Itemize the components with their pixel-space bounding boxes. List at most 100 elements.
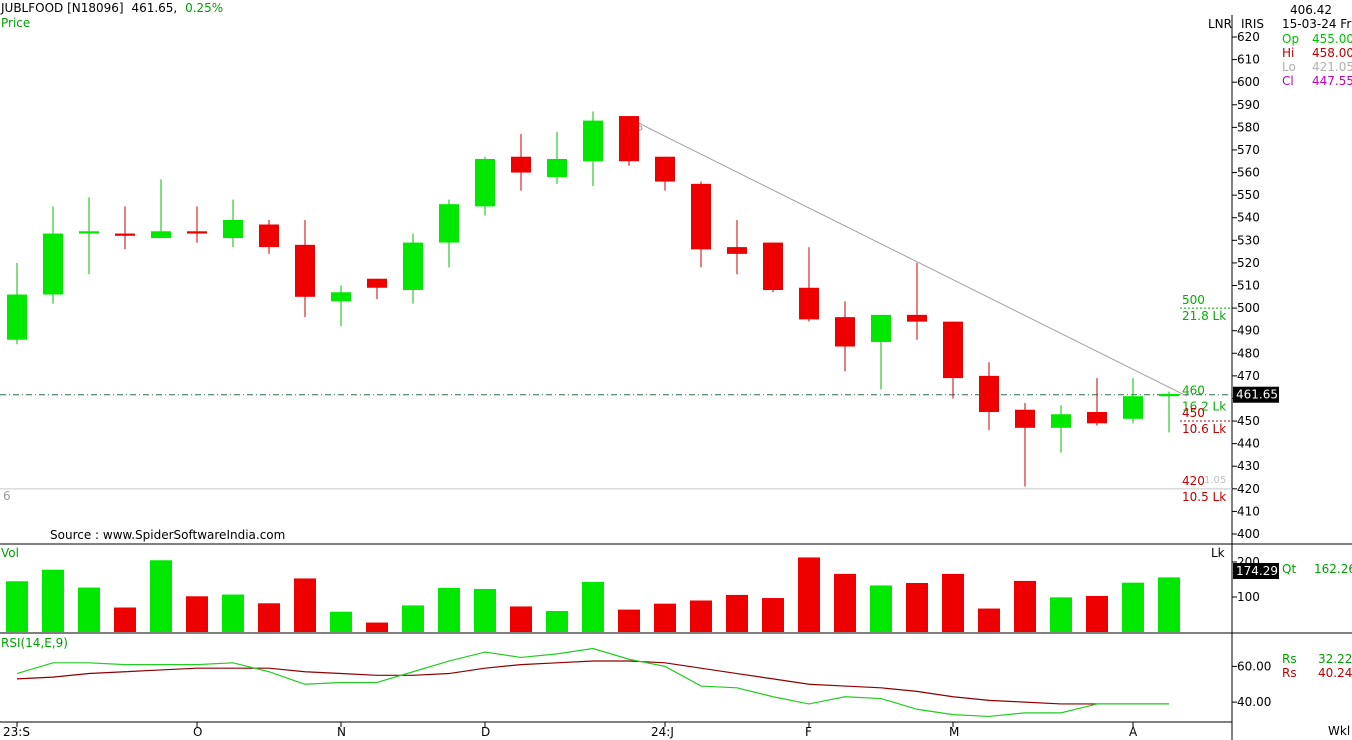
volume-bar [870,585,892,632]
candle-body [295,244,315,297]
volume-current-badge [1233,562,1279,579]
rsi-value: 32.22 [1318,652,1352,666]
level-price-label: 500 [1182,293,1205,307]
level-volume-label: 10.5 Lk [1182,490,1226,504]
price-tick-label: 550 [1237,188,1260,202]
volume-bar [222,594,244,632]
price-tick-label: 470 [1237,369,1260,383]
volume-bar [42,569,64,632]
volume-bar [690,600,712,632]
candle-body [691,183,711,250]
rsi-signal-line [16,660,1169,705]
rsi-tick-label: 60.00 [1237,659,1271,673]
last-price: 461.65, [131,1,178,15]
date-label: 15-03-24 Fri [1282,17,1352,31]
high-value: 458.00 [1312,46,1352,60]
candle-body [475,158,495,207]
volume-bar [294,578,316,632]
trendline-marker: 5 [637,122,643,133]
candle-body [1123,396,1143,419]
time-axis-label: F [805,725,812,739]
candle-body [799,287,819,320]
candle-body [763,242,783,291]
volume-bar [78,587,100,632]
candle-body [79,231,99,234]
time-axis-label: A [1129,725,1138,739]
price-tick-label: 500 [1237,301,1260,315]
top-value: 406.42 [1290,3,1332,17]
current-price-label: 461.65 [1236,388,1278,402]
level-price-label: 420 [1182,474,1205,488]
price-tick-label: 420 [1237,482,1260,496]
candle-body [1087,412,1107,424]
volume-bar [798,557,820,632]
candle-body [151,231,171,239]
qt-value: 162.26 [1314,562,1352,576]
price-tick-label: 620 [1237,30,1260,44]
volume-bar [510,606,532,632]
price-tick-label: 450 [1237,414,1260,428]
candle-body [583,120,603,162]
candle-body [907,314,927,322]
candle-body [115,233,135,236]
volume-bar [654,603,676,632]
price-tick-label: 400 [1237,527,1260,541]
price-tick-label: 430 [1237,459,1260,473]
candle-body [187,231,207,234]
candle-body [43,233,63,295]
volume-bar [186,596,208,632]
price-tick-label: 440 [1237,437,1260,451]
scale-lnr[interactable]: LNR [1208,17,1232,31]
candle-body [403,242,423,291]
small-label: 1.05 [1204,475,1226,486]
volume-bar [1014,580,1036,632]
candle-body [511,156,531,173]
volume-bar [1086,595,1108,632]
volume-bar [366,622,388,632]
candle-body [259,224,279,248]
rsi-line [16,647,1169,718]
time-axis-label: D [481,725,490,739]
volume-bar [6,581,28,632]
rsi-signal-label: Rs [1282,666,1297,680]
volume-bar [474,588,496,632]
volume-bar [330,611,352,632]
volume-bar [726,594,748,632]
close-value: 447.55 [1312,74,1352,88]
price-tick-label: 540 [1237,211,1260,225]
time-axis-label: 24:J [651,725,674,739]
volume-bar [942,573,964,632]
time-axis-label: M [949,725,959,739]
volume-bar [762,598,784,632]
price-tick-label: 480 [1237,346,1260,360]
volume-bar [582,581,604,632]
scale-iris[interactable]: IRIS [1241,17,1265,31]
time-axis-label: N [337,725,346,739]
candle-body [835,317,855,347]
price-tick-label: 490 [1237,324,1260,338]
level-price-label: 450 [1182,406,1205,420]
price-tick-label: 600 [1237,75,1260,89]
symbol-label: JUBLFOOD [N18096] [1,1,124,15]
volume-bar [978,608,1000,632]
price-tick-label: 510 [1237,279,1260,293]
price-tick-label: 590 [1237,98,1260,112]
rsi-tick-label: 40.00 [1237,695,1271,709]
candle-body [547,158,567,178]
chart-header: JUBLFOOD [N18096] 461.65, 0.25% [1,1,223,15]
candle-body [979,375,999,413]
volume-bar [1158,577,1180,632]
volume-bar [402,605,424,632]
volume-bar [834,573,856,632]
change-percent: 0.25% [185,1,224,15]
price-tick-label: 570 [1237,143,1260,157]
candle-body [1051,414,1071,428]
corner-digit: 6 [3,489,11,503]
open-label: Op [1282,32,1300,46]
trendline [628,117,1188,397]
level-volume-label: 16.2 Lk [1182,399,1226,413]
period-label[interactable]: Wkl [1328,724,1351,738]
volume-bar [1050,597,1072,632]
volume-bar [1122,582,1144,632]
